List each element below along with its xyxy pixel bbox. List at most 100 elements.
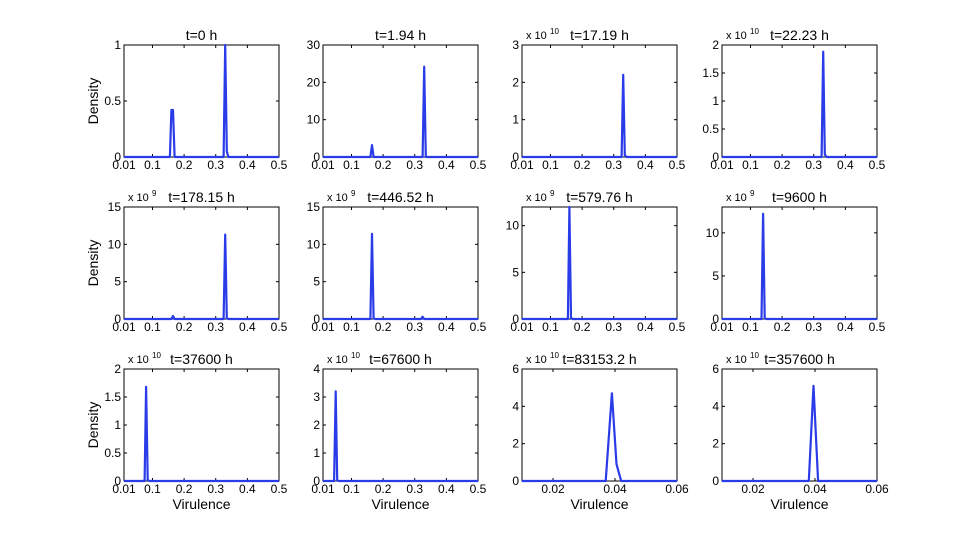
y-tick-label: 10 [706, 226, 720, 240]
x-tick-label: 0.3 [605, 320, 622, 334]
x-axis-label: Virulence [172, 496, 230, 512]
density-line [124, 385, 279, 483]
y-tick-label: 1.5 [104, 390, 121, 404]
x-tick-label: 0.1 [144, 320, 161, 334]
y-tick-label: 1 [313, 446, 320, 460]
y-tick-label: 0 [512, 312, 519, 326]
x-tick-label: 0.5 [271, 320, 288, 334]
y-tick-label: 1 [712, 94, 719, 108]
x-tick-label: 0.01 [710, 320, 734, 334]
x-tick-label: 0.04 [803, 482, 827, 496]
x-tick-label: 0.3 [605, 158, 622, 172]
y-tick-label: 5 [512, 265, 519, 279]
scale-exponent: 10 [550, 351, 559, 360]
x-tick-label: 0.4 [438, 320, 455, 334]
x-tick-label: 0.4 [438, 158, 455, 172]
scale-multiplier: x 10 [726, 30, 747, 42]
y-tick-label: 0 [712, 312, 719, 326]
scale-multiplier: x 10 [128, 192, 149, 204]
x-tick-label: 0.3 [406, 482, 423, 496]
x-tick-label: 0.3 [207, 482, 224, 496]
x-tick-label: 0.4 [837, 320, 854, 334]
subplot-title: t=579.76 h [566, 189, 633, 205]
x-tick-label: 0.5 [869, 320, 886, 334]
scale-exponent: 10 [152, 351, 161, 360]
y-tick-label: 1 [512, 113, 519, 127]
axes-box [721, 44, 878, 158]
y-tick-label: 6 [512, 362, 519, 376]
subplot-3: 0.01 0.1 0.2 0.3 0.4 0.5 0 1 2 3 t=17.19 h x 10 10 [510, 27, 685, 172]
y-tick-label: 2 [313, 418, 320, 432]
subplot-title: t=446.52 h [367, 189, 434, 205]
x-tick-label: 0.01 [311, 320, 335, 334]
y-tick-label: 1 [114, 38, 121, 52]
scale-exponent: 9 [351, 189, 356, 198]
y-tick-label: 2 [712, 437, 719, 451]
x-tick-label: 0.4 [637, 158, 654, 172]
scale-multiplier: x 10 [526, 192, 547, 204]
axes-box [322, 206, 479, 320]
x-tick-label: 0.01 [311, 482, 335, 496]
x-tick-label: 0.2 [176, 158, 193, 172]
y-tick-label: 0 [712, 150, 719, 164]
y-axis-label: Density [85, 78, 101, 125]
subplot-7: 0.01 0.1 0.2 0.3 0.4 0.5 0 5 10 t=579.76 h x 10 9 [506, 189, 686, 334]
x-tick-label: 0.2 [375, 158, 392, 172]
x-tick-label: 0.1 [542, 320, 559, 334]
x-tick-label: 0.2 [176, 482, 193, 496]
x-tick-label: 0.3 [805, 320, 822, 334]
scale-multiplier: x 10 [526, 354, 547, 366]
x-tick-label: 0.02 [541, 482, 565, 496]
subplot-2: 0.01 0.1 0.2 0.3 0.4 0.5 0 10 20 30 t=1.94 h [307, 27, 487, 172]
x-tick-label: 0.3 [805, 158, 822, 172]
y-tick-label: 4 [313, 362, 320, 376]
scale-multiplier: x 10 [327, 192, 348, 204]
y-tick-label: 3 [512, 38, 519, 52]
scale-exponent: 9 [152, 189, 157, 198]
subplot-title: t=37600 h [170, 351, 233, 367]
y-tick-label: 0 [712, 474, 719, 488]
subplot-title: t=178.15 h [168, 189, 235, 205]
x-tick-label: 0.4 [837, 158, 854, 172]
x-tick-label: 0.5 [669, 158, 686, 172]
subplot-title: t=9600 h [772, 189, 827, 205]
scale-multiplier: x 10 [327, 354, 348, 366]
y-tick-label: 0.5 [702, 122, 719, 136]
x-tick-label: 0.06 [865, 482, 889, 496]
x-tick-label: 0.1 [742, 158, 759, 172]
density-line [722, 50, 877, 159]
axes-box [123, 206, 280, 320]
subplot-12: 0.02 0.04 0.06 0 2 4 6 t=357600 h x 10 10 Virulenc… [712, 351, 889, 512]
axes-box [322, 44, 479, 158]
y-tick-label: 2 [512, 437, 519, 451]
axes-box [123, 368, 280, 482]
density-line [722, 384, 877, 483]
subplot-title: t=22.23 h [770, 27, 829, 43]
x-tick-label: 0.5 [470, 320, 487, 334]
subplot-4: 0.01 0.1 0.2 0.3 0.4 0.5 0 0.5 1 1.5 2 t=22.23 h x 1… [702, 27, 885, 172]
x-tick-label: 0.01 [510, 158, 534, 172]
x-tick-label: 0.2 [176, 320, 193, 334]
y-tick-label: 1.5 [702, 66, 719, 80]
subplot-6: 0.01 0.1 0.2 0.3 0.4 0.5 0 5 10 15 t=446.52 h x 10 9 [307, 189, 487, 334]
x-tick-label: 0.01 [311, 158, 335, 172]
subplot-title: t=0 h [186, 27, 218, 43]
y-tick-label: 0 [512, 150, 519, 164]
subplot-title: t=17.19 h [570, 27, 629, 43]
subplot-10: 0.01 0.1 0.2 0.3 0.4 0.5 0 1 2 3 4 t=67600 h x 10 10 V… [311, 351, 486, 512]
y-tick-label: 0 [313, 312, 320, 326]
y-tick-label: 10 [108, 237, 122, 251]
y-tick-label: 0.5 [104, 94, 121, 108]
x-tick-label: 0.4 [637, 320, 654, 334]
y-axis-label: Density [85, 240, 101, 287]
density-line [522, 73, 677, 159]
scale-multiplier: x 10 [128, 354, 149, 366]
x-tick-label: 0.4 [239, 482, 256, 496]
y-tick-label: 3 [313, 390, 320, 404]
x-tick-label: 0.06 [665, 482, 689, 496]
y-tick-label: 20 [307, 75, 321, 89]
x-tick-label: 0.2 [574, 158, 591, 172]
x-tick-label: 0.2 [375, 482, 392, 496]
y-tick-label: 2 [712, 38, 719, 52]
